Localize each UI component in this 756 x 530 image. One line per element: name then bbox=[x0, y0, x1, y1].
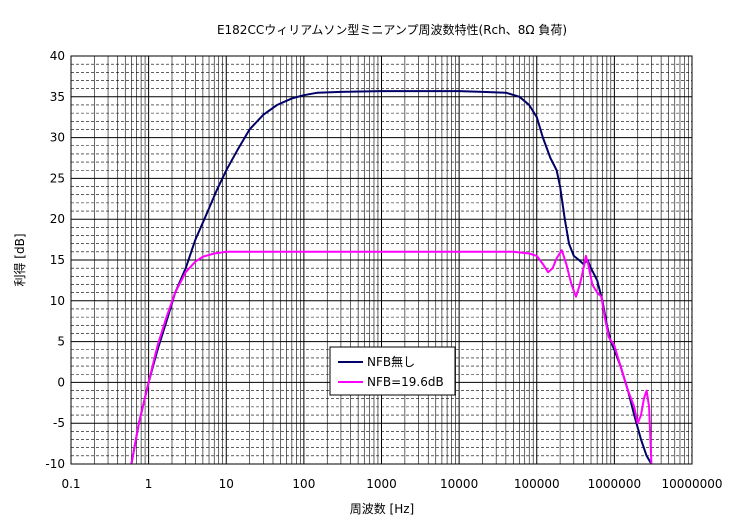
y-tick-label: 5 bbox=[57, 335, 65, 349]
chart-title: E182CCウィリアムソン型ミニアンプ周波数特性(Rch、8Ω 負荷) bbox=[217, 22, 567, 37]
y-tick-label: 0 bbox=[57, 375, 65, 389]
y-tick-label: 25 bbox=[50, 171, 65, 185]
y-axis-tick-labels: 40 35 30 25 20 15 10 5 0 -5 -10 bbox=[45, 49, 65, 471]
x-tick-label: 1 bbox=[145, 477, 153, 491]
y-tick-label: 40 bbox=[50, 49, 65, 63]
y-tick-label: 35 bbox=[50, 90, 65, 104]
y-axis-label: 利得 [dB] bbox=[12, 233, 27, 286]
x-tick-label: 100 bbox=[292, 477, 315, 491]
legend: NFB無し NFB=19.6dB bbox=[329, 346, 456, 396]
legend-box bbox=[329, 346, 456, 396]
x-axis-label: 周波数 [Hz] bbox=[350, 501, 415, 516]
y-tick-label: 10 bbox=[50, 294, 65, 308]
series-layer bbox=[130, 90, 653, 465]
x-tick-label: 0.1 bbox=[61, 477, 80, 491]
legend-label-nfb-none: NFB無し bbox=[367, 354, 415, 369]
y-tick-label: -5 bbox=[53, 416, 65, 430]
series-line-nfb-19-6 bbox=[130, 249, 653, 465]
x-axis-tick-labels: 0.1 1 10 100 1000 10000 100000 1000000 10000000 bbox=[61, 477, 722, 491]
x-tick-label: 10 bbox=[219, 477, 234, 491]
x-tick-label: 1000 bbox=[366, 477, 397, 491]
x-tick-label: 100000 bbox=[514, 477, 560, 491]
y-tick-label: 30 bbox=[50, 131, 65, 145]
plot-border bbox=[70, 55, 693, 465]
y-tick-label: -10 bbox=[45, 457, 65, 471]
y-tick-label: 15 bbox=[50, 253, 65, 267]
plot-area bbox=[70, 55, 693, 465]
legend-label-nfb-19-6: NFB=19.6dB bbox=[367, 375, 444, 389]
x-tick-label: 10000 bbox=[440, 477, 478, 491]
x-tick-label: 10000000 bbox=[661, 477, 722, 491]
x-tick-label: 1000000 bbox=[588, 477, 641, 491]
y-tick-label: 20 bbox=[50, 212, 65, 226]
